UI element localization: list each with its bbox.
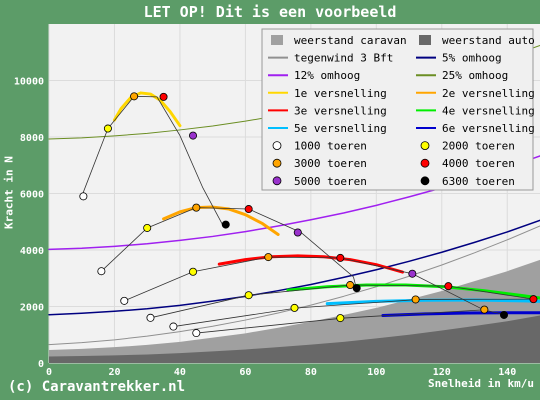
legend-label: 5% omhoog xyxy=(442,52,502,65)
y-tick-label: 8000 xyxy=(20,133,44,144)
x-tick-label: 40 xyxy=(174,367,186,378)
legend-label: 6e versnelling xyxy=(442,122,535,135)
x-tick-label: 0 xyxy=(46,367,52,378)
rpm-point-3000 xyxy=(411,295,420,304)
rpm-point-1000 xyxy=(97,267,106,276)
x-tick-label: 140 xyxy=(498,367,516,378)
rpm-point-6300 xyxy=(499,310,508,319)
rpm-point-4000 xyxy=(244,205,253,214)
legend-swatch xyxy=(419,35,431,45)
y-tick-label: 0 xyxy=(38,359,44,370)
legend-label: 2000 toeren xyxy=(442,140,515,153)
rpm-point-1000 xyxy=(169,322,178,331)
legend-swatch xyxy=(272,141,282,151)
legend-label: 2e versnelling xyxy=(442,87,535,100)
rpm-point-2000 xyxy=(290,303,299,312)
legend-swatch xyxy=(272,176,282,186)
credit-text: (c) Caravantrekker.nl xyxy=(8,379,186,395)
x-tick-label: 80 xyxy=(305,367,317,378)
legend-label: 5000 toeren xyxy=(294,175,367,188)
y-axis-label: Kracht in N xyxy=(2,156,16,229)
rpm-point-3000 xyxy=(346,281,355,290)
rpm-point-5000 xyxy=(293,228,302,237)
chart-title: LET OP! Dit is een voorbeeld xyxy=(143,3,397,21)
legend-label: weerstand caravan xyxy=(294,34,407,47)
legend-label: 4000 toeren xyxy=(442,157,515,170)
x-tick-label: 120 xyxy=(433,367,451,378)
legend-label: 25% omhoog xyxy=(442,69,508,82)
rpm-point-1000 xyxy=(120,296,129,305)
rpm-point-1000 xyxy=(192,329,201,338)
rpm-point-4000 xyxy=(159,92,168,101)
rpm-point-4000 xyxy=(336,253,345,262)
rpm-point-2000 xyxy=(244,291,253,300)
x-tick-label: 60 xyxy=(239,367,251,378)
x-axis-label: Snelheid in km/u xyxy=(428,377,534,390)
legend-label: 6300 toeren xyxy=(442,175,515,188)
series-line-3e-versnelling xyxy=(217,254,405,274)
rpm-point-4000 xyxy=(529,295,538,304)
y-tick-label: 4000 xyxy=(20,246,44,257)
x-tick-label: 20 xyxy=(108,367,120,378)
legend-label: weerstand auto xyxy=(442,34,535,47)
legend-label: 1e versnelling xyxy=(294,87,387,100)
rpm-point-1000 xyxy=(146,313,155,322)
rpm-point-5000 xyxy=(189,131,198,140)
series-line-5-omhoog xyxy=(48,219,540,316)
legend-label: tegenwind 3 Bft xyxy=(294,52,393,65)
legend-swatch xyxy=(271,35,283,45)
y-tick-label: 10000 xyxy=(14,77,44,88)
legend-swatch xyxy=(420,176,430,186)
legend-swatch xyxy=(420,158,430,168)
rpm-point-2000 xyxy=(336,314,345,323)
legend-label: 3e versnelling xyxy=(294,104,387,117)
legend-box xyxy=(261,28,534,191)
rpm-point-4000 xyxy=(444,282,453,291)
legend-swatch xyxy=(420,141,430,151)
rpm-point-6300 xyxy=(352,284,361,293)
legend-swatch xyxy=(272,158,282,168)
series-line-1e-versnelling xyxy=(112,91,182,128)
rpm-point-3000 xyxy=(192,203,201,212)
rpm-point-5000 xyxy=(408,269,417,278)
rpm-point-3000 xyxy=(264,253,273,262)
area-weerstand-auto xyxy=(49,315,540,363)
legend-label: 5e versnelling xyxy=(294,122,387,135)
legend-label: 4e versnelling xyxy=(442,104,535,117)
series-line-5e-versnelling xyxy=(325,298,540,306)
rpm-curve-5 xyxy=(173,298,534,327)
rpm-point-1000 xyxy=(79,192,88,201)
x-tick-label: 100 xyxy=(367,367,385,378)
rpm-point-3000 xyxy=(130,92,139,101)
rpm-point-2000 xyxy=(103,124,112,133)
y-tick-label: 2000 xyxy=(20,303,44,314)
rpm-point-2000 xyxy=(143,223,152,232)
rpm-point-3000 xyxy=(480,305,489,314)
y-tick-label: 6000 xyxy=(20,190,44,201)
rpm-point-6300 xyxy=(221,220,230,229)
legend-label: 3000 toeren xyxy=(294,157,367,170)
legend-label: 12% omhoog xyxy=(294,69,360,82)
rpm-point-2000 xyxy=(189,267,198,276)
legend-label: 1000 toeren xyxy=(294,140,367,153)
